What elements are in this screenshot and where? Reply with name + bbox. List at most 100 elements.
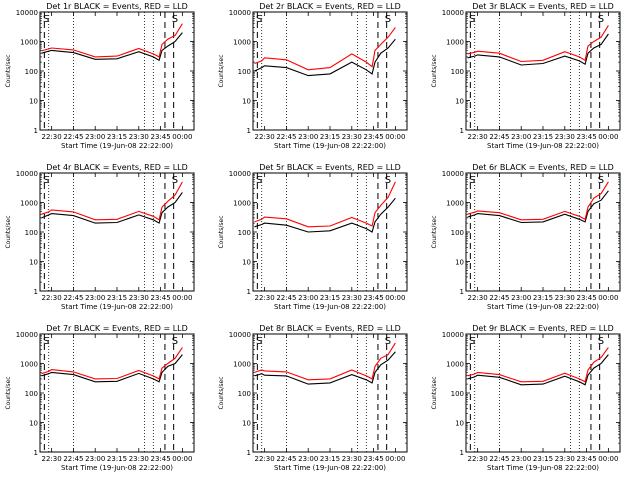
y-tick-label: 1 [34, 127, 38, 135]
chart-title: Det 2r BLACK = Events, RED = LLD [259, 2, 401, 11]
x-tick-label: 23:00 [298, 455, 318, 463]
x-tick-label: 22:45 [63, 133, 83, 141]
y-tick-label: 100 [238, 229, 251, 237]
series-line-lld [41, 181, 183, 221]
x-tick-label: 23:30 [342, 455, 362, 463]
x-tick-label: 00:00 [172, 455, 192, 463]
x-axis-label: Start Time (19-Jun-08 22:22:00) [61, 303, 173, 311]
series-line-lld [467, 347, 609, 383]
x-tick-label: 00:00 [385, 133, 405, 141]
y-tick-label: 10 [29, 420, 38, 428]
saa-marker-2: S [385, 175, 391, 186]
y-tick-label: 1 [247, 127, 251, 135]
saa-marker-2: S [598, 14, 604, 25]
y-axis-label: Counts/sec [5, 215, 12, 248]
x-axis-label: Start Time (19-Jun-08 22:22:00) [274, 142, 386, 150]
y-tick-label: 10000 [442, 170, 464, 178]
y-axis-label: Counts/sec [5, 376, 12, 409]
plot-frame [252, 333, 408, 453]
saa-marker-1: S [43, 175, 49, 186]
x-tick-label: 23:00 [298, 294, 318, 302]
series-line-events [41, 192, 183, 224]
x-tick-label: 23:45 [363, 133, 383, 141]
x-tick-label: 23:00 [511, 294, 531, 302]
x-tick-label: 23:45 [576, 133, 596, 141]
chart-panel-6: Det 6r BLACK = Events, RED = LLD 1 10 100 10… [431, 163, 621, 311]
x-axis-label: Start Time (19-Jun-08 22:22:00) [487, 303, 599, 311]
x-tick-label: 23:00 [85, 455, 105, 463]
y-tick-label: 100 [25, 68, 38, 76]
saa-marker-2: S [598, 336, 604, 347]
y-tick-label: 1000 [233, 361, 251, 369]
series-line-events [254, 351, 396, 385]
saa-marker-1: S [256, 14, 262, 25]
y-axis-label: Counts/sec [431, 376, 438, 409]
chart-panel-4: Det 4r BLACK = Events, RED = LLD 1 10 100 10… [5, 163, 195, 311]
plot-frame [465, 333, 621, 453]
saa-marker-2: S [385, 336, 391, 347]
x-tick-label: 00:00 [598, 294, 618, 302]
chart-title: Det 3r BLACK = Events, RED = LLD [472, 2, 614, 11]
y-tick-label: 1000 [20, 200, 38, 208]
x-tick-label: 00:00 [598, 455, 618, 463]
y-tick-label: 1 [460, 449, 464, 457]
chart-title: Det 6r BLACK = Events, RED = LLD [472, 163, 614, 172]
y-tick-label: 100 [238, 68, 251, 76]
y-tick-label: 1 [247, 449, 251, 457]
saa-marker-1: S [469, 14, 475, 25]
saa-marker-2: S [598, 175, 604, 186]
y-tick-label: 1000 [446, 200, 464, 208]
y-tick-label: 10 [29, 259, 38, 267]
x-tick-label: 23:30 [555, 455, 575, 463]
plot-frame [252, 11, 408, 131]
y-tick-label: 100 [451, 68, 464, 76]
x-tick-label: 22:30 [255, 294, 275, 302]
y-tick-label: 1000 [446, 361, 464, 369]
x-tick-label: 23:45 [150, 133, 170, 141]
y-tick-label: 10 [29, 98, 38, 106]
y-tick-label: 10000 [16, 331, 38, 339]
x-tick-label: 23:30 [129, 294, 149, 302]
saa-marker-2: S [385, 14, 391, 25]
chart-title: Det 5r BLACK = Events, RED = LLD [259, 163, 401, 172]
x-tick-label: 23:45 [150, 294, 170, 302]
y-tick-label: 100 [25, 390, 38, 398]
chart-panel-1: Det 1r BLACK = Events, RED = LLD 1 10 100 10… [5, 2, 195, 150]
chart-title: Det 1r BLACK = Events, RED = LLD [46, 2, 188, 11]
series-line-events [467, 33, 609, 66]
y-axis-label: Counts/sec [218, 215, 225, 248]
x-tick-label: 22:45 [63, 455, 83, 463]
y-tick-label: 1 [460, 127, 464, 135]
x-tick-label: 23:30 [129, 133, 149, 141]
x-tick-label: 00:00 [172, 294, 192, 302]
saa-marker-2: S [172, 14, 178, 25]
x-tick-label: 23:15 [107, 133, 127, 141]
saa-marker-2: S [172, 336, 178, 347]
y-tick-label: 100 [25, 229, 38, 237]
y-tick-label: 10000 [229, 9, 251, 17]
y-tick-label: 10 [455, 420, 464, 428]
x-tick-label: 22:30 [42, 455, 62, 463]
saa-marker-1: S [256, 336, 262, 347]
y-tick-label: 1 [247, 288, 251, 296]
x-tick-label: 23:15 [320, 455, 340, 463]
plot-frame [252, 172, 408, 292]
y-tick-label: 10000 [229, 331, 251, 339]
chart-panel-2: Det 2r BLACK = Events, RED = LLD 1 10 100 10… [218, 2, 408, 150]
x-tick-label: 22:30 [42, 294, 62, 302]
x-tick-label: 23:45 [363, 455, 383, 463]
series-line-lld [254, 181, 396, 228]
plot-frame [465, 11, 621, 131]
y-tick-label: 100 [451, 390, 464, 398]
series-line-events [41, 32, 183, 62]
series-line-lld [41, 23, 183, 58]
x-tick-label: 22:45 [489, 294, 509, 302]
x-tick-label: 23:00 [511, 455, 531, 463]
x-tick-label: 23:30 [342, 133, 362, 141]
y-tick-label: 1000 [20, 361, 38, 369]
x-tick-label: 23:45 [363, 294, 383, 302]
x-tick-label: 23:45 [576, 455, 596, 463]
x-tick-label: 22:30 [255, 455, 275, 463]
series-line-events [254, 38, 396, 77]
